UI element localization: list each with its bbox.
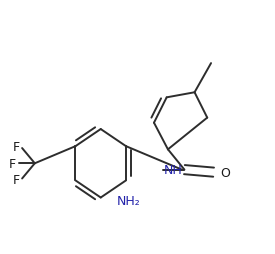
Text: NH: NH bbox=[164, 164, 183, 177]
Text: F: F bbox=[9, 157, 16, 170]
Text: F: F bbox=[12, 141, 20, 154]
Text: O: O bbox=[220, 166, 230, 179]
Text: F: F bbox=[12, 173, 20, 186]
Text: NH₂: NH₂ bbox=[117, 195, 141, 208]
